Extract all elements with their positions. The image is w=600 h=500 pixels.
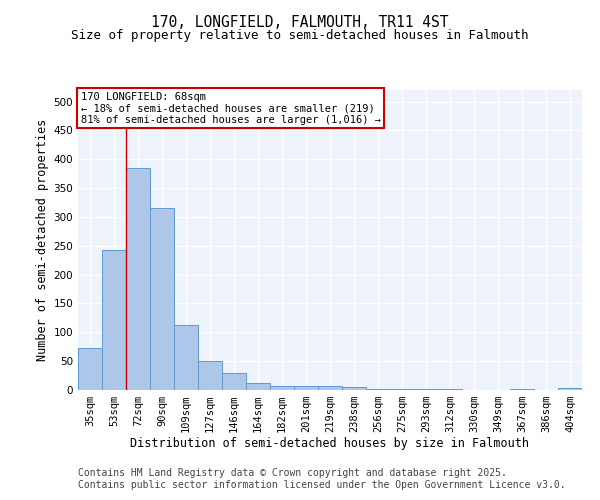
Bar <box>150 208 174 390</box>
Bar <box>294 386 318 390</box>
Bar <box>174 325 198 390</box>
Bar <box>78 348 102 390</box>
Bar <box>126 168 150 390</box>
Bar <box>558 388 582 390</box>
Bar <box>366 389 390 390</box>
Text: Size of property relative to semi-detached houses in Falmouth: Size of property relative to semi-detach… <box>71 28 529 42</box>
Text: Contains public sector information licensed under the Open Government Licence v3: Contains public sector information licen… <box>78 480 566 490</box>
Text: 170, LONGFIELD, FALMOUTH, TR11 4ST: 170, LONGFIELD, FALMOUTH, TR11 4ST <box>151 15 449 30</box>
Bar <box>222 374 246 390</box>
Bar <box>198 361 222 390</box>
Bar <box>342 386 366 390</box>
Bar <box>318 386 342 390</box>
X-axis label: Distribution of semi-detached houses by size in Falmouth: Distribution of semi-detached houses by … <box>131 436 530 450</box>
Text: Contains HM Land Registry data © Crown copyright and database right 2025.: Contains HM Land Registry data © Crown c… <box>78 468 507 477</box>
Text: 170 LONGFIELD: 68sqm
← 18% of semi-detached houses are smaller (219)
81% of semi: 170 LONGFIELD: 68sqm ← 18% of semi-detac… <box>80 92 380 124</box>
Bar <box>102 250 126 390</box>
Bar <box>270 386 294 390</box>
Bar <box>246 382 270 390</box>
Y-axis label: Number of semi-detached properties: Number of semi-detached properties <box>36 119 49 361</box>
